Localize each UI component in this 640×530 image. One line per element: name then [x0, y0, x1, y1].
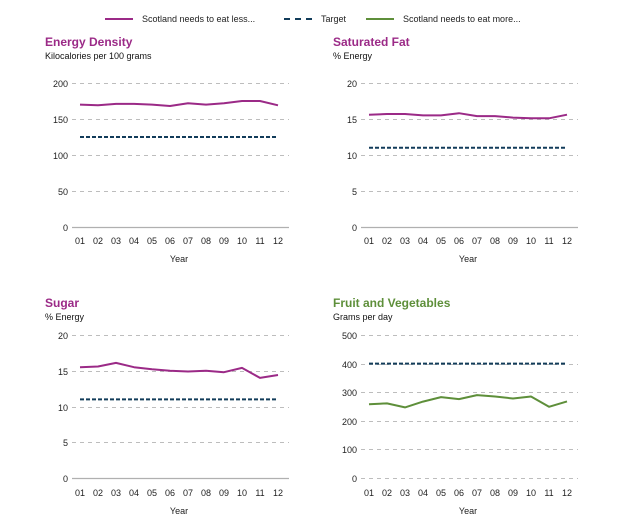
sugar-x-tick-label: 02 [93, 488, 103, 498]
legend-swatch-eat-more [366, 18, 394, 20]
fruit-veg-x-tick-label: 11 [544, 488, 553, 498]
sugar-x-tick-label: 03 [111, 488, 121, 498]
energy-density-x-tick-label: 05 [147, 236, 157, 246]
sugar-x-tick-label: 08 [201, 488, 211, 498]
fruit-veg-x-tick-label: 10 [526, 488, 536, 498]
saturated-fat-x-tick-label: 07 [472, 236, 482, 246]
sugar-x-tick-label: 06 [165, 488, 175, 498]
energy-density-y-tick-label: 100 [53, 151, 68, 161]
energy-density-y-tick-label: 0 [63, 223, 68, 233]
energy-density-x-tick-label: 06 [165, 236, 175, 246]
sugar-y-tick-label: 15 [58, 367, 68, 377]
legend-label-eat-less: Scotland needs to eat less... [142, 14, 256, 24]
sugar-y-tick-label: 10 [58, 403, 68, 413]
legend-label-eat-more: Scotland needs to eat more... [403, 14, 521, 24]
saturated-fat-y-tick-label: 10 [347, 151, 357, 161]
saturated-fat-x-tick-label: 09 [508, 236, 518, 246]
sugar-y-tick-label: 0 [63, 474, 68, 484]
saturated-fat-x-tick-label: 11 [544, 236, 553, 246]
fruit-veg-x-axis-title: Year [459, 506, 477, 516]
saturated-fat-title: Saturated Fat [333, 35, 410, 49]
saturated-fat-x-tick-label: 04 [418, 236, 428, 246]
sugar-x-tick-label: 04 [129, 488, 139, 498]
saturated-fat-y-tick-label: 5 [352, 187, 357, 197]
fruit-veg-x-tick-label: 04 [418, 488, 428, 498]
fruit-veg-y-tick-label: 500 [342, 331, 357, 341]
saturated-fat-x-tick-label: 06 [454, 236, 464, 246]
energy-density-x-tick-label: 08 [201, 236, 211, 246]
legend-item-eat-more: Scotland needs to eat more... [366, 12, 521, 26]
energy-density-x-tick-label: 04 [129, 236, 139, 246]
energy-density-x-tick-label: 09 [219, 236, 229, 246]
sugar-x-tick-label: 12 [273, 488, 283, 498]
sugar-subtitle: % Energy [45, 312, 85, 322]
energy-density-x-tick-label: 07 [183, 236, 193, 246]
sugar-y-tick-label: 20 [58, 331, 68, 341]
energy-density-x-tick-label: 11 [255, 236, 264, 246]
sugar-title: Sugar [45, 296, 80, 310]
energy-density-x-axis-title: Year [170, 254, 188, 264]
legend-swatch-eat-less [105, 18, 133, 20]
sugar-x-axis-title: Year [170, 506, 188, 516]
saturated-fat-x-tick-label: 02 [382, 236, 392, 246]
fruit-veg-y-tick-label: 100 [342, 445, 357, 455]
sugar-x-tick-label: 05 [147, 488, 157, 498]
energy-density-series-line [79, 100, 279, 107]
legend-swatch-target [284, 18, 312, 20]
energy-density-y-tick-label: 50 [58, 187, 68, 197]
energy-density-y-tick-label: 200 [53, 79, 68, 89]
saturated-fat-x-tick-label: 03 [400, 236, 410, 246]
fruit-veg-y-tick-label: 200 [342, 417, 357, 427]
energy-density-x-tick-label: 10 [237, 236, 247, 246]
saturated-fat-y-tick-label: 20 [347, 79, 357, 89]
energy-density-title: Energy Density [45, 35, 133, 49]
sugar-x-tick-label: 01 [75, 488, 85, 498]
fruit-veg-y-tick-label: 0 [352, 474, 357, 484]
sugar-y-tick-label: 5 [63, 438, 68, 448]
fruit-veg-y-tick-label: 400 [342, 360, 357, 370]
saturated-fat-x-axis-title: Year [459, 254, 477, 264]
fruit-veg-x-tick-label: 08 [490, 488, 500, 498]
fruit-veg-x-tick-label: 09 [508, 488, 518, 498]
saturated-fat-x-tick-label: 01 [364, 236, 374, 246]
legend-label-target: Target [321, 14, 347, 24]
sugar-x-tick-label: 07 [183, 488, 193, 498]
fruit-veg-series-line [368, 394, 568, 409]
fruit-veg-x-tick-label: 12 [562, 488, 572, 498]
fruit-veg-x-tick-label: 05 [436, 488, 446, 498]
saturated-fat-y-tick-label: 0 [352, 223, 357, 233]
fruit-veg-title: Fruit and Vegetables [333, 296, 451, 310]
fruit-veg-x-tick-label: 07 [472, 488, 482, 498]
fruit-veg-x-tick-label: 01 [364, 488, 374, 498]
saturated-fat-x-tick-label: 10 [526, 236, 536, 246]
fruit-veg-subtitle: Grams per day [333, 312, 393, 322]
energy-density-y-tick-label: 150 [53, 115, 68, 125]
legend-item-eat-less: Scotland needs to eat less... [105, 12, 255, 26]
saturated-fat-subtitle: % Energy [333, 51, 373, 61]
sugar-x-tick-label: 09 [219, 488, 229, 498]
sugar-series-line [79, 361, 279, 379]
energy-density-subtitle: Kilocalories per 100 grams [45, 51, 152, 61]
saturated-fat-x-tick-label: 08 [490, 236, 500, 246]
sugar-x-tick-label: 11 [255, 488, 264, 498]
energy-density-x-tick-label: 01 [75, 236, 85, 246]
fruit-veg-y-tick-label: 300 [342, 388, 357, 398]
legend-item-target: Target [284, 12, 346, 26]
sugar-x-tick-label: 10 [237, 488, 247, 498]
saturated-fat-series-line [368, 112, 568, 120]
saturated-fat-y-tick-label: 15 [347, 115, 357, 125]
fruit-veg-x-tick-label: 06 [454, 488, 464, 498]
energy-density-x-tick-label: 02 [93, 236, 103, 246]
saturated-fat-x-tick-label: 05 [436, 236, 446, 246]
energy-density-x-tick-label: 12 [273, 236, 283, 246]
energy-density-x-tick-label: 03 [111, 236, 121, 246]
fruit-veg-x-tick-label: 03 [400, 488, 410, 498]
chart-legend: Scotland needs to eat less... Target Sco… [0, 12, 640, 26]
fruit-veg-x-tick-label: 02 [382, 488, 392, 498]
saturated-fat-x-tick-label: 12 [562, 236, 572, 246]
